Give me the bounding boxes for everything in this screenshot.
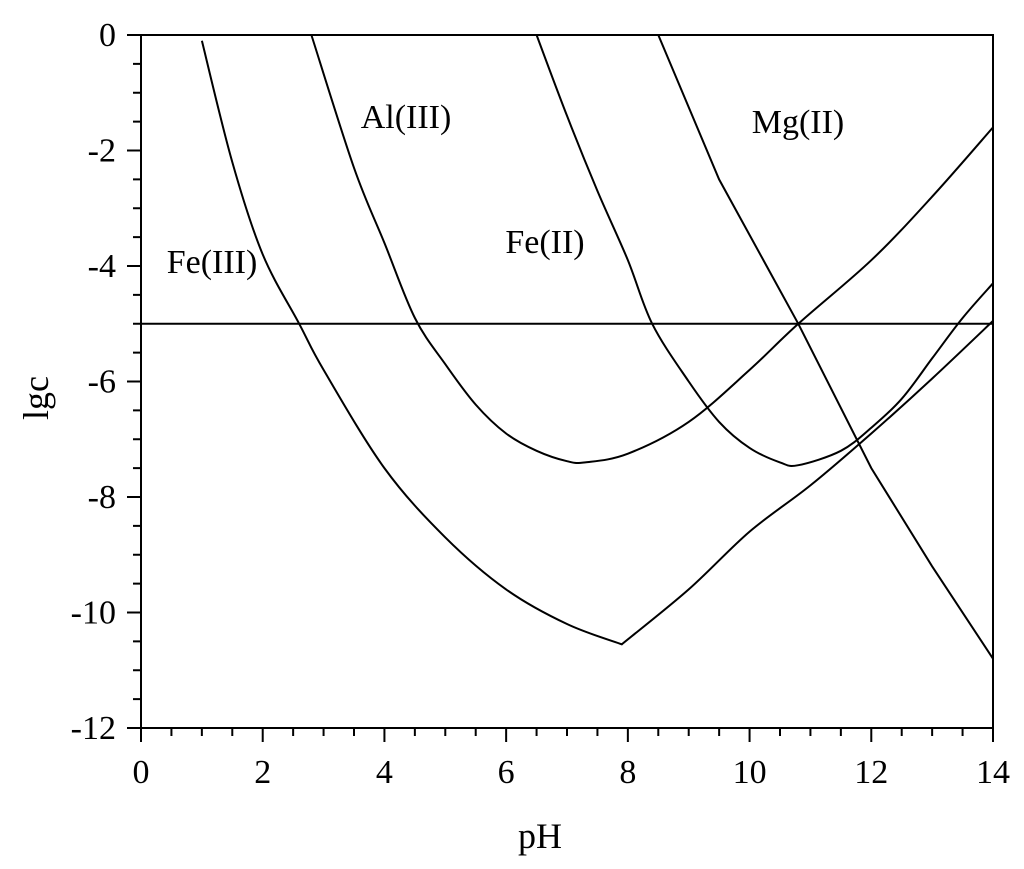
x-tick-label: 14 bbox=[976, 754, 1010, 791]
series-labels: Fe(III) Al(III) Fe(II) Mg(II) bbox=[167, 99, 845, 281]
series-label-fe-iii: Fe(III) bbox=[167, 244, 258, 281]
series-line-fe-iii bbox=[200, 40, 994, 646]
x-tick-label: 2 bbox=[254, 754, 271, 791]
x-tick-label: 12 bbox=[854, 754, 888, 791]
x-tick-label: 10 bbox=[733, 754, 767, 791]
x-tick-label: 8 bbox=[619, 754, 636, 791]
series-curves bbox=[141, 34, 994, 660]
y-tick-label: -8 bbox=[88, 479, 116, 516]
y-axis-title: lgc bbox=[16, 376, 56, 420]
x-axis-title: pH bbox=[518, 816, 562, 856]
series-line-mg-ii bbox=[657, 34, 994, 660]
series-line-fe-ii bbox=[535, 34, 994, 467]
y-tick-label: -6 bbox=[88, 364, 116, 401]
y-tick-label: -12 bbox=[71, 710, 116, 747]
series-label-fe-ii: Fe(II) bbox=[505, 224, 584, 261]
x-tick-label: 0 bbox=[133, 754, 150, 791]
x-tick-label: 4 bbox=[376, 754, 393, 791]
series-label-al-iii: Al(III) bbox=[361, 99, 452, 136]
axis-tick-labels: 0 2 4 6 8 10 12 14 0 -2 -4 -6 -8 -10 -12 bbox=[71, 17, 1010, 791]
x-tick-label: 6 bbox=[498, 754, 515, 791]
series-label-mg-ii: Mg(II) bbox=[752, 104, 845, 141]
y-tick-label: -2 bbox=[88, 133, 116, 170]
y-tick-label: 0 bbox=[99, 17, 116, 54]
y-tick-label: -10 bbox=[71, 595, 116, 632]
y-tick-label: -4 bbox=[88, 248, 116, 285]
axis-ticks bbox=[127, 34, 994, 742]
series-line-al-iii bbox=[310, 34, 994, 465]
